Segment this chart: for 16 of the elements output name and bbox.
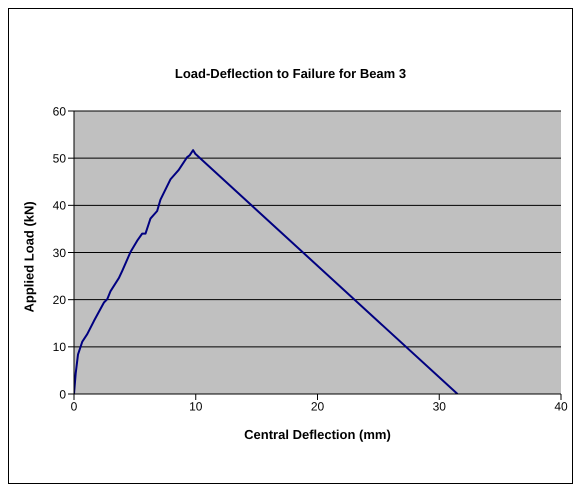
y-tick-label: 30 (52, 246, 66, 260)
y-tick-label: 40 (52, 198, 66, 213)
y-tick-label: 10 (52, 340, 66, 354)
y-tick-label: 0 (59, 387, 66, 402)
x-tick-label: 10 (189, 400, 203, 414)
y-tick-label: 20 (52, 292, 66, 307)
x-axis-title: Central Deflection (mm) (244, 427, 391, 442)
y-tick-label: 50 (52, 151, 66, 166)
chart-title: Load-Deflection to Failure for Beam 3 (174, 66, 408, 81)
x-tick-label: 20 (310, 400, 324, 414)
y-axis-title: Applied Load (kN) (22, 201, 37, 312)
x-tick-label: 40 (554, 400, 568, 414)
y-tick-label: 60 (52, 104, 66, 118)
line-series (74, 149, 459, 394)
x-tick-label: 0 (70, 400, 78, 414)
x-tick-label: 30 (432, 400, 446, 414)
